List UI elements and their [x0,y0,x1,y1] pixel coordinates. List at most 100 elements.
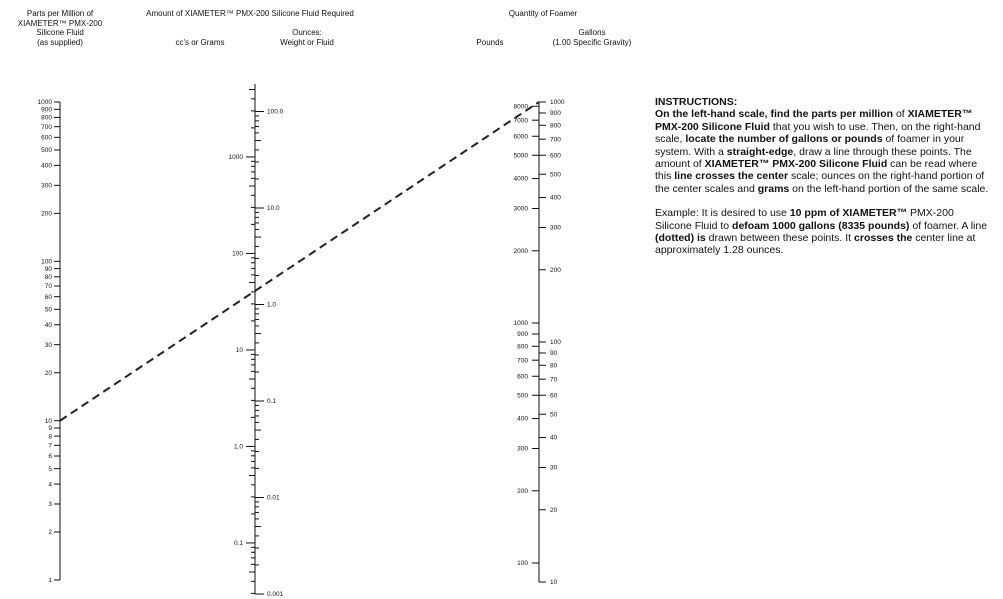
example-text-run: (dotted) is [655,232,706,245]
example-text-run: crosses the [854,232,913,245]
example-text-run: drawn between these points. It [705,232,855,245]
ounce-tick-label: 0.001 [267,591,284,598]
ppm-tick-label: 700 [41,124,52,131]
instructions-text-run: of [893,108,908,121]
gallons-header-line1: Gallons [578,28,606,37]
pound-tick-label: 7000 [514,117,529,124]
pound-tick-label: 4000 [514,176,529,183]
gallon-tick-label: 50 [550,411,558,418]
pound-tick-label: 3000 [514,206,529,213]
ppm-tick-label: 1000 [38,99,53,106]
amount-header-title: Amount of XIAMETER™ PMX-200 Silicone Flu… [146,9,354,18]
ppm-tick-label: 2 [48,529,52,536]
ppm-header-line1: Parts per Million of [26,9,94,18]
ppm-tick-label: 100 [41,259,52,266]
ppm-tick-label: 60 [45,294,53,301]
ppm-tick-label: 70 [45,283,53,290]
instructions-text-run: that you wish to use. Then, on the right… [655,120,981,146]
example-text-run: of foamer. A line [909,219,988,232]
pound-tick-label: 600 [517,373,528,380]
gallon-tick-label: 800 [550,122,561,129]
pound-tick-label: 800 [517,343,528,350]
example-text-run: defoam 1000 gallons (8335 pounds) [732,219,910,232]
pound-tick-label: 100 [517,560,528,567]
gram-tick-label: 1.0 [234,444,243,451]
pound-tick-label: 500 [517,392,528,399]
example-text-run: Example: It is desired to use [655,207,790,220]
pounds-scale-header: Pounds [476,38,504,47]
ppm-tick-label: 900 [41,106,52,113]
instructions-text-run: grams [757,182,790,195]
ppm-header-line3: Silicone Fluid [36,28,84,37]
ppm-tick-label: 6 [48,453,52,460]
gallon-tick-label: 900 [550,110,561,117]
ppm-tick-label: 10 [45,418,53,425]
ppm-tick-label: 500 [41,147,52,154]
gram-tick-label: 1000 [229,154,244,161]
pound-tick-label: 300 [517,446,528,453]
gallon-tick-label: 400 [550,195,561,202]
quantity-header-title: Quantity of Foamer [508,9,578,18]
gallon-tick-label: 30 [550,465,558,472]
gallon-tick-label: 90 [550,350,558,357]
gallon-tick-label: 600 [550,152,561,159]
instructions-text-run: On the left-hand scale, find the parts p… [655,108,894,121]
gallon-tick-label: 500 [550,171,561,178]
gallon-tick-label: 200 [550,267,561,274]
ounce-tick-label: 10.0 [267,205,280,212]
instructions-text-run: can be read where this [655,158,978,183]
gallon-tick-label: 10 [550,579,558,586]
ppm-header-line4: (as supplied) [37,37,83,47]
ppm-tick-label: 90 [45,266,53,273]
ppm-tick-label: 400 [41,163,52,170]
gallon-tick-label: 700 [550,136,561,143]
ppm-tick-label: 4 [48,481,52,488]
pound-tick-label: 2000 [514,248,529,255]
instructions-title: INSTRUCTIONS: [655,96,738,108]
pound-tick-label: 8000 [514,103,529,110]
ppm-tick-label: 7 [48,443,52,450]
ppm-tick-label: 5 [48,466,52,473]
gallon-tick-label: 20 [550,507,558,514]
ppm-tick-label: 1 [48,577,52,584]
gallon-tick-label: 300 [550,225,561,232]
instructions-panel: INSTRUCTIONS: On the left-hand scale, fi… [655,96,990,269]
ounce-tick-label: 1.0 [267,302,276,309]
pound-tick-label: 6000 [514,133,529,140]
gram-tick-label: 10 [236,347,244,354]
pound-tick-label: 700 [517,357,528,364]
example-text-run: PMX-200 Silicone Fluid to [655,207,954,232]
ppm-tick-label: 40 [45,322,53,329]
gallon-tick-label: 40 [550,435,558,442]
ppm-tick-label: 30 [45,342,53,349]
pound-tick-label: 200 [517,488,528,495]
ounce-tick-label: 0.1 [267,398,276,405]
gram-tick-label: 100 [232,251,243,258]
instructions-text-run: line crosses the center [674,170,789,183]
ppm-tick-label: 200 [41,211,52,218]
ppm-header-line2: XIAMETER™ PMX-200 [17,18,103,28]
gallon-tick-label: 60 [550,392,558,399]
ounces-header-line2: Weight or Fluid [280,37,334,47]
ppm-tick-label: 80 [45,274,53,281]
instructions-text-run: , draw a line through these points. The … [655,145,972,171]
instructions-text-run: locate the number of gallons or pounds [685,133,883,146]
ppm-tick-label: 50 [45,306,53,313]
instructions-text-run: on the left-hand portion of the same sca… [789,182,989,195]
example-text-run: 10 ppm of XIAMETER™ [789,207,908,220]
pound-tick-label: 400 [517,416,528,423]
gallon-tick-label: 70 [550,376,558,383]
gallons-header-line2: (1.00 Specific Gravity) [552,37,632,47]
ounce-tick-label: 0.01 [267,495,280,502]
instructions-text-run: XIAMETER™ PMX-200 Silicone Fluid [704,158,888,171]
gram-tick-label: 0.1 [234,540,243,547]
ppm-tick-label: 20 [45,370,53,377]
gallon-tick-label: 80 [550,362,558,369]
ppm-tick-label: 800 [41,115,52,122]
gallon-tick-label: 100 [550,339,561,346]
instructions-paragraph: On the left-hand scale, find the parts p… [655,108,990,195]
pound-tick-label: 5000 [514,152,529,159]
example-paragraph: Example: It is desired to use 10 ppm of … [655,207,990,257]
gallons-scale-header: Gallons (1.00 Specific Gravity) [528,28,656,47]
